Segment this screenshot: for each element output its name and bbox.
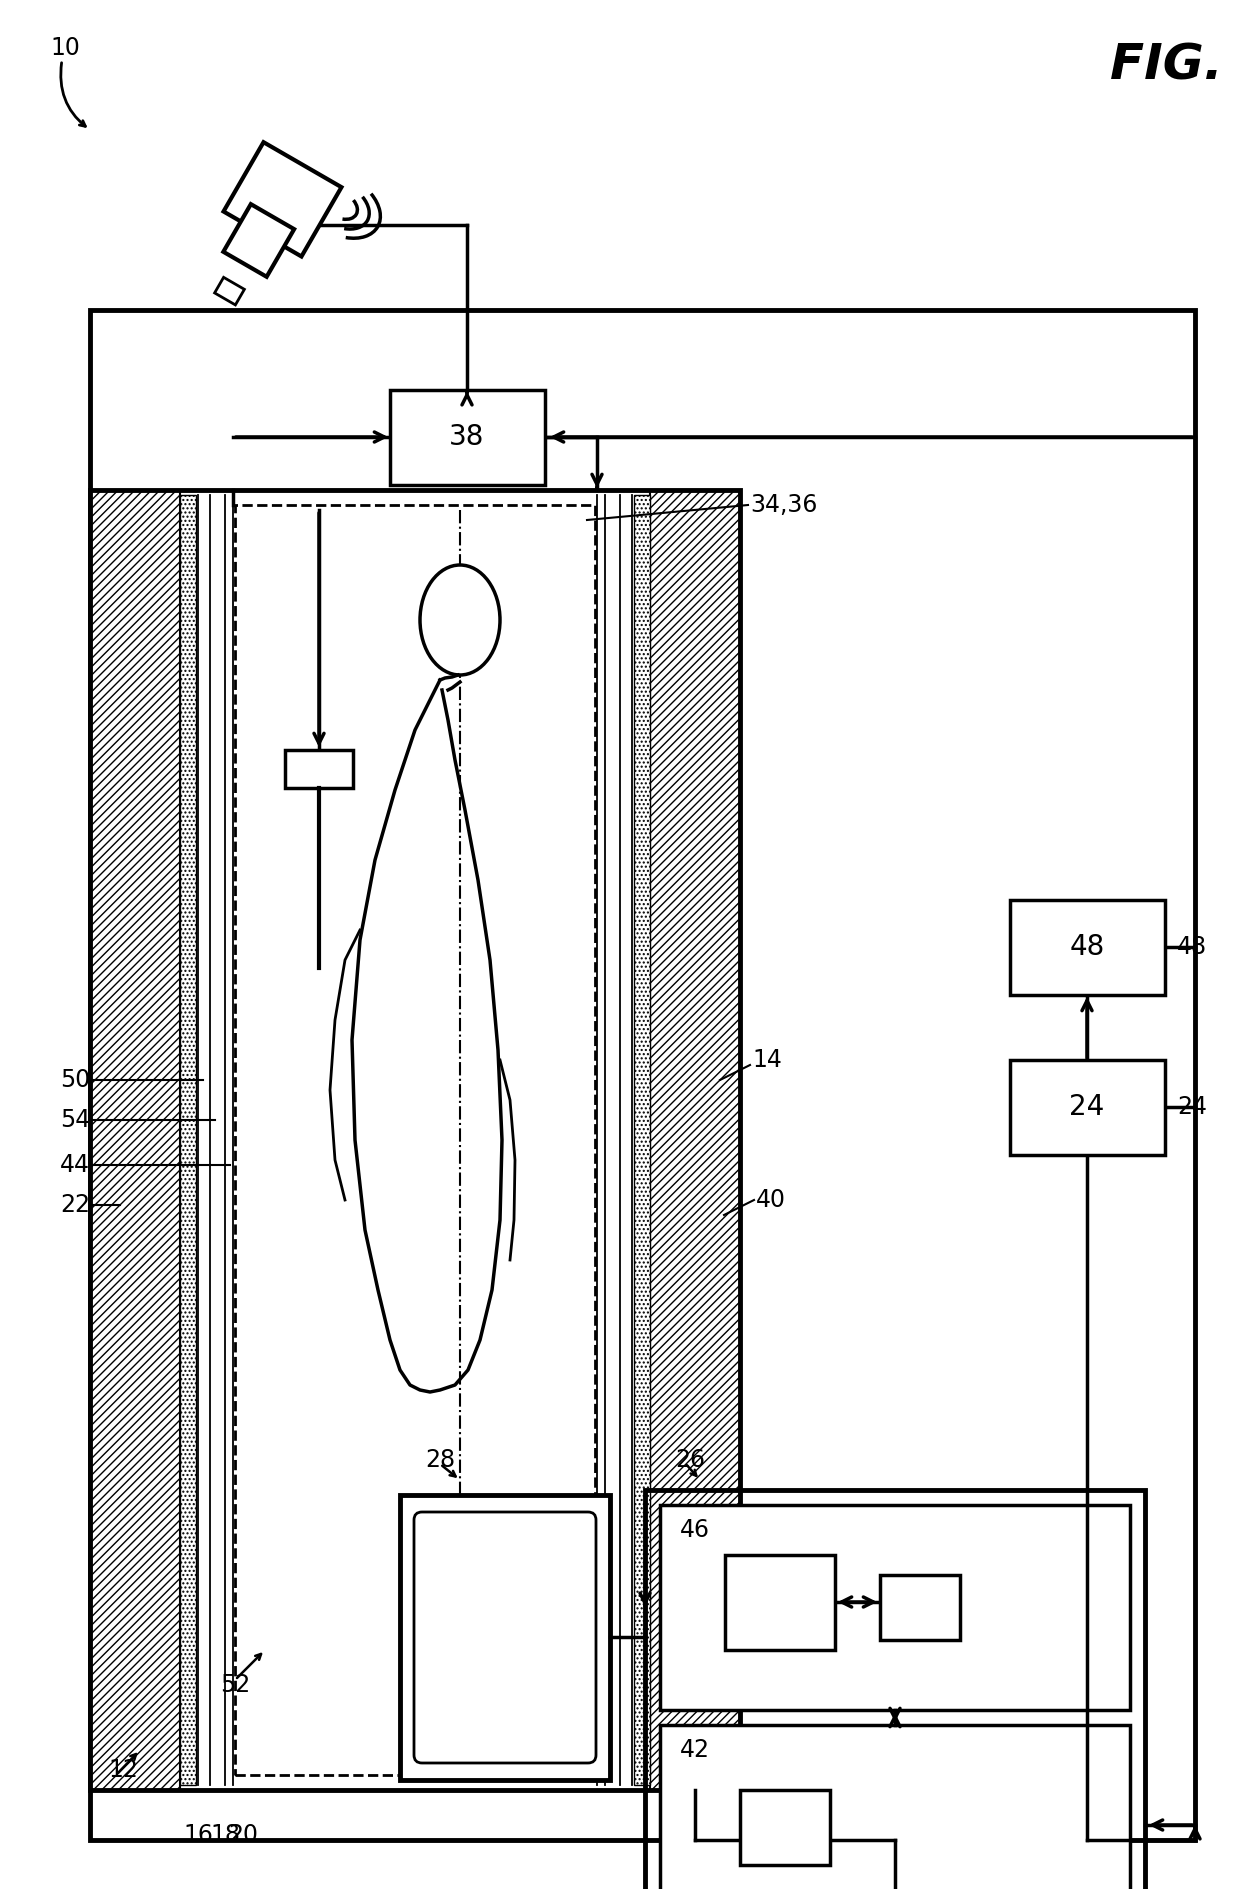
Bar [880, 1575, 960, 1640]
Text: 54: 54 [60, 1109, 91, 1132]
Bar [91, 489, 180, 1791]
Bar [740, 1791, 830, 1864]
Text: 40: 40 [756, 1188, 786, 1213]
Text: 22: 22 [60, 1194, 91, 1217]
Text: 16: 16 [184, 1823, 213, 1847]
FancyBboxPatch shape [414, 1511, 596, 1762]
Text: 38: 38 [449, 423, 485, 451]
Bar [401, 1494, 610, 1779]
Bar [215, 278, 244, 304]
Text: 46: 46 [680, 1519, 711, 1541]
Text: 20: 20 [228, 1823, 258, 1847]
Bar [645, 1490, 1145, 1889]
Text: 10: 10 [50, 36, 79, 60]
FancyBboxPatch shape [223, 142, 341, 257]
Ellipse shape [420, 565, 500, 674]
Text: 26: 26 [675, 1449, 706, 1472]
Bar [725, 1555, 835, 1649]
Text: 18: 18 [210, 1823, 241, 1847]
Text: 24: 24 [1069, 1094, 1105, 1120]
Text: 34,36: 34,36 [750, 493, 817, 518]
Text: 12: 12 [108, 1759, 138, 1781]
Bar [391, 389, 546, 485]
FancyBboxPatch shape [223, 204, 294, 278]
Bar [660, 1506, 1130, 1710]
Text: 48: 48 [1069, 933, 1105, 962]
Bar [650, 489, 740, 1791]
Text: 42: 42 [680, 1738, 711, 1762]
Bar [91, 489, 740, 1791]
Text: 24: 24 [1177, 1096, 1207, 1118]
Bar [180, 495, 196, 1785]
Text: FIG. 1: FIG. 1 [1110, 42, 1240, 89]
Text: 28: 28 [425, 1449, 455, 1472]
Bar [91, 310, 1195, 1840]
Text: 44: 44 [60, 1152, 91, 1177]
Text: 14: 14 [751, 1048, 782, 1071]
Text: 48: 48 [1177, 935, 1207, 960]
Bar [634, 495, 650, 1785]
Text: 50: 50 [60, 1067, 91, 1092]
Bar [236, 504, 595, 1776]
Bar [1011, 899, 1166, 996]
Bar [660, 1725, 1130, 1889]
Bar [1011, 1060, 1166, 1154]
Bar [285, 750, 353, 788]
Text: 52: 52 [219, 1674, 250, 1696]
